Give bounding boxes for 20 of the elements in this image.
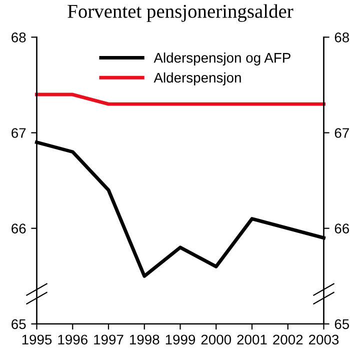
y-tick-label: 67 (12, 128, 26, 138)
y-tick-label: 66 (12, 224, 26, 234)
x-tick-label: 2000 (201, 334, 232, 345)
legend-label: Alderspensjon og AFP (154, 52, 290, 66)
y2-tick-label: 68 (334, 32, 350, 42)
x-tick-label: 2003 (309, 334, 339, 345)
x-tick-label: 1998 (130, 334, 160, 345)
y-tick-label: 68 (12, 32, 26, 42)
x-tick-label: 1997 (94, 334, 124, 345)
x-tick-label: 1996 (58, 334, 88, 345)
x-tick-label: 2001 (237, 334, 267, 345)
x-tick-label: 1995 (22, 334, 52, 345)
legend-label: Alderspensjon (154, 72, 241, 86)
y2-tick-label: 66 (334, 224, 350, 234)
x-tick-label: 1999 (166, 334, 196, 345)
y2-tick-label: 67 (334, 128, 349, 138)
x-tick-label: 2002 (273, 334, 303, 345)
y-tick-label: 65 (12, 319, 26, 330)
y2-tick-label: 65 (334, 319, 350, 330)
chart-title: Forventet pensjoneringsalder (68, 4, 294, 22)
